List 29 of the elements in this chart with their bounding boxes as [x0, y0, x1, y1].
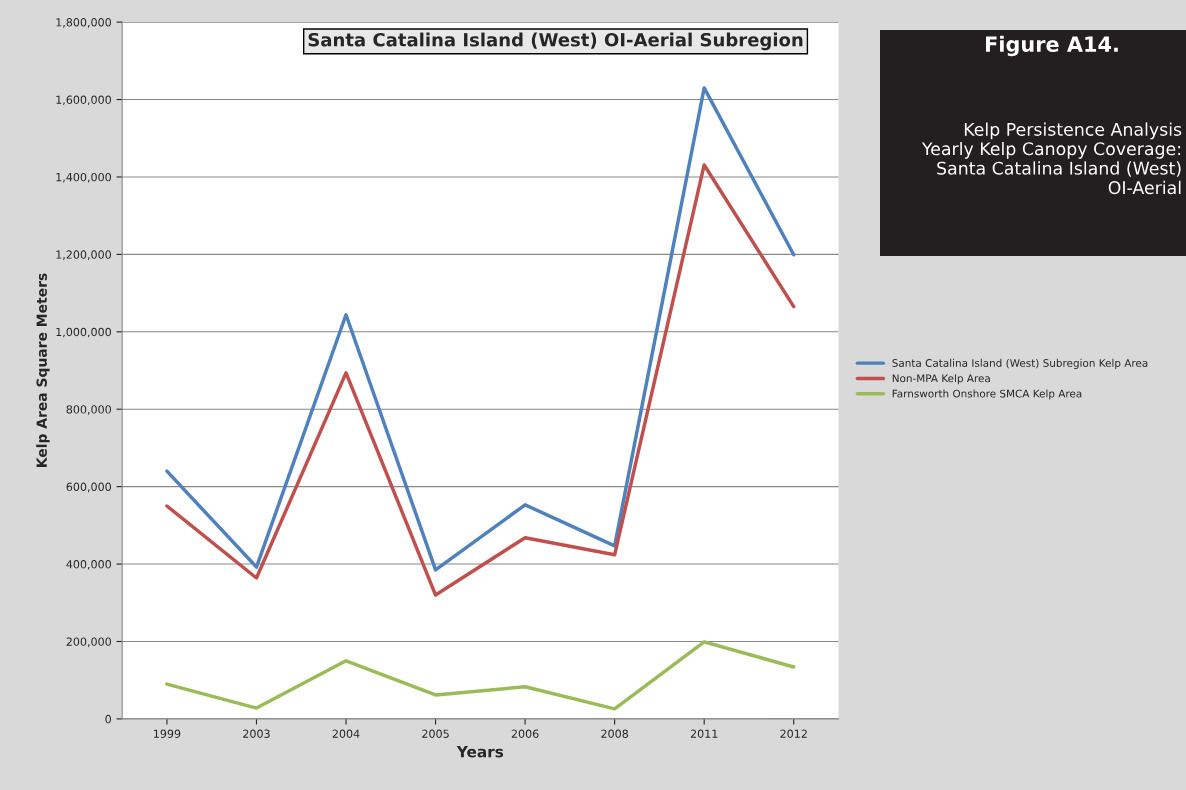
y-tick-label: 200,000: [66, 637, 111, 647]
text: Santa Catalina Island (West) OI-Aerial Subregion: [308, 32, 803, 51]
x-tick-label: 1999: [154, 729, 181, 738]
y-tick-label: 600,000: [66, 482, 111, 493]
y-tick-label: 1,200,000: [56, 250, 111, 260]
text: Kelp Persistence Analysis Yearly Kelp Canopy Coverage: Santa Catalina Island (West) OI-Aerial: [921, 122, 1182, 195]
caption: Figure A14.: [986, 35, 1118, 57]
y-axis-title: Kelp Area Square Meters: [36, 273, 50, 467]
y-tick-label: 1,600,000: [56, 95, 111, 106]
x-tick-label: 2012: [780, 729, 807, 738]
line-series: [165, 163, 796, 597]
line-series: [165, 640, 796, 711]
legend-label: Santa Catalina Island (West) Subregion Kelp Area: [892, 358, 1148, 369]
x-axis-title: Years: [456, 746, 504, 758]
x-tick-label: 2011: [690, 729, 718, 738]
y-tick-label: 1,000,000: [56, 327, 111, 338]
y-tick-label: 1,800,000: [56, 18, 111, 28]
x-tick-label: 2006: [511, 729, 539, 738]
y-tick-label: 400,000: [66, 560, 111, 570]
y-tick-label: 800,000: [66, 405, 111, 415]
x-tick-label: 2003: [243, 729, 270, 738]
line-series: [165, 86, 796, 572]
x-tick-label: 2004: [332, 729, 360, 738]
y-tick-label: 0: [105, 714, 111, 724]
legend-label: Non-MPA Kelp Area: [892, 374, 990, 385]
y-tick-label: 1,400,000: [56, 172, 111, 183]
x-tick-label: 2008: [601, 729, 629, 738]
legend-label: Farnsworth Onshore SMCA Kelp Area: [892, 389, 1082, 400]
x-tick-label: 2005: [422, 729, 449, 738]
